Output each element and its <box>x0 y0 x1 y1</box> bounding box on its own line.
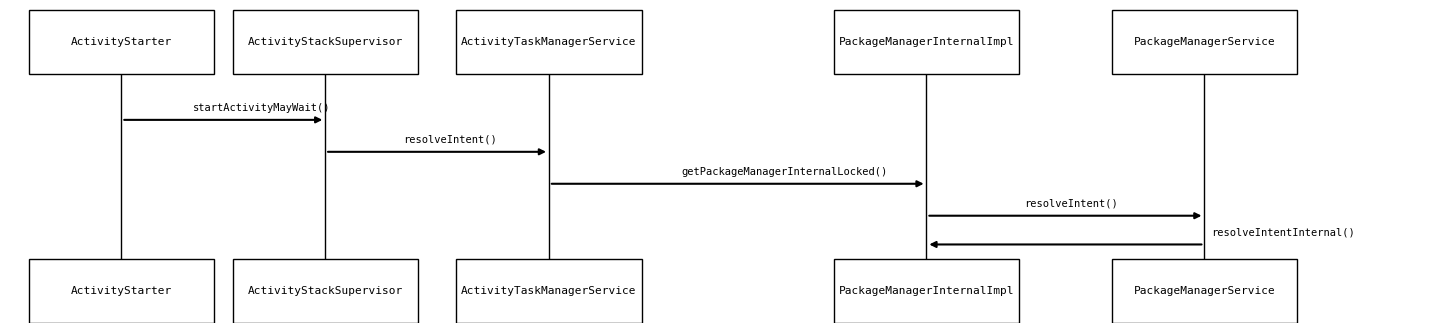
Text: ActivityTaskManagerService: ActivityTaskManagerService <box>461 37 637 47</box>
Bar <box>1112 10 1297 74</box>
Text: ActivityStackSupervisor: ActivityStackSupervisor <box>247 37 403 47</box>
Text: PackageManagerService: PackageManagerService <box>1134 37 1275 47</box>
Text: getPackageManagerInternalLocked(): getPackageManagerInternalLocked() <box>680 167 887 177</box>
Text: PackageManagerInternalImpl: PackageManagerInternalImpl <box>839 286 1015 296</box>
Text: PackageManagerService: PackageManagerService <box>1134 286 1275 296</box>
Bar <box>29 259 214 323</box>
Text: ActivityTaskManagerService: ActivityTaskManagerService <box>461 286 637 296</box>
Text: resolveIntentInternal(): resolveIntentInternal() <box>1211 228 1355 237</box>
Text: PackageManagerInternalImpl: PackageManagerInternalImpl <box>839 37 1015 47</box>
Bar <box>29 10 214 74</box>
Text: ActivityStarter: ActivityStarter <box>71 286 172 296</box>
Text: ActivityStackSupervisor: ActivityStackSupervisor <box>247 286 403 296</box>
Text: resolveIntent(): resolveIntent() <box>403 135 497 145</box>
Bar <box>457 259 641 323</box>
Bar <box>233 10 417 74</box>
Bar <box>833 259 1019 323</box>
Bar <box>833 10 1019 74</box>
Text: resolveIntent(): resolveIntent() <box>1024 199 1118 209</box>
Text: startActivityMayWait(): startActivityMayWait() <box>193 103 330 113</box>
Bar <box>233 259 417 323</box>
Bar <box>1112 259 1297 323</box>
Bar <box>457 10 641 74</box>
Text: ActivityStarter: ActivityStarter <box>71 37 172 47</box>
